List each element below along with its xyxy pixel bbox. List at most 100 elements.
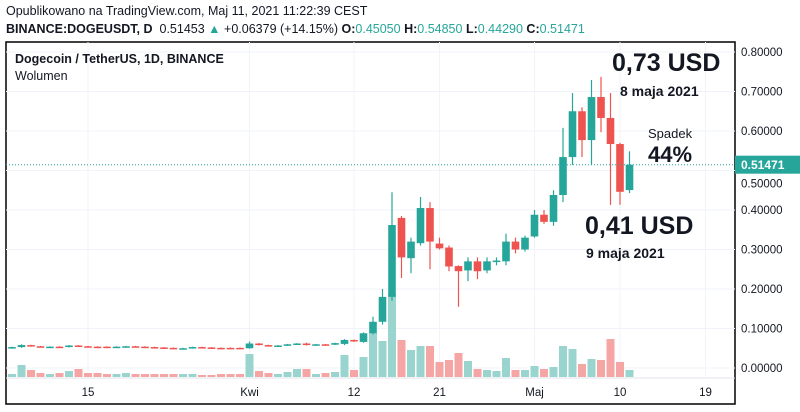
volume-bar bbox=[483, 370, 491, 377]
volume-bar bbox=[331, 372, 339, 377]
volume-bar bbox=[160, 374, 168, 377]
candle-body bbox=[264, 345, 273, 347]
candle-body bbox=[578, 111, 586, 141]
x-tick-label: Kwi bbox=[240, 387, 259, 399]
volume-bar bbox=[321, 373, 330, 377]
y-tick-label: 0.80000 bbox=[741, 47, 783, 59]
candle-body bbox=[426, 208, 434, 242]
candle-body bbox=[359, 333, 368, 342]
volume-bar bbox=[464, 361, 472, 377]
candle-body bbox=[36, 346, 45, 348]
volume-bar bbox=[255, 371, 263, 377]
candle-body bbox=[17, 345, 26, 348]
candle-body bbox=[27, 345, 35, 347]
x-tick-label: Maj bbox=[525, 387, 544, 399]
volume-bar bbox=[55, 373, 64, 377]
candle-body bbox=[540, 214, 548, 222]
volume-bar bbox=[426, 346, 434, 377]
y-tick-label: 0.10000 bbox=[741, 324, 783, 336]
candle-body bbox=[568, 111, 577, 158]
chart-frame bbox=[5, 41, 736, 405]
volume-bar bbox=[112, 374, 121, 377]
candle-body bbox=[521, 237, 529, 250]
low-value: 0.44290 bbox=[477, 22, 523, 36]
x-tick-label: 19 bbox=[699, 387, 712, 399]
candle-body bbox=[597, 97, 605, 118]
volume-bar bbox=[568, 349, 577, 377]
candle-body bbox=[274, 345, 282, 347]
volume-bar bbox=[397, 340, 406, 377]
price-change: +0.06379 (+14.15%) bbox=[224, 22, 339, 36]
candle-body bbox=[587, 97, 596, 141]
candle-body bbox=[141, 346, 149, 349]
volume-bar bbox=[188, 374, 197, 377]
candle-body bbox=[321, 344, 330, 346]
volume-bar bbox=[616, 362, 624, 377]
volume-bar bbox=[65, 371, 73, 377]
high-value: 0.54850 bbox=[417, 22, 463, 36]
volume-bar bbox=[36, 373, 45, 377]
volume-bar bbox=[540, 369, 548, 377]
candle-body bbox=[312, 344, 320, 346]
annotation-drop-label: Spadek bbox=[648, 126, 693, 141]
volume-bar bbox=[46, 374, 54, 377]
volume-bar bbox=[378, 341, 387, 377]
y-tick-label: 0.50000 bbox=[741, 179, 783, 191]
volume-bar bbox=[597, 360, 605, 377]
volume-bar bbox=[150, 374, 159, 377]
candle-body bbox=[198, 347, 206, 349]
volume-bar bbox=[530, 366, 539, 377]
volume-bar bbox=[198, 375, 206, 377]
y-tick-label: 0.00000 bbox=[741, 363, 783, 375]
volume-legend: Wolumen bbox=[15, 69, 68, 83]
annotation-low-price: 0,41 USD bbox=[585, 212, 694, 240]
volume-bar bbox=[27, 370, 35, 377]
chart-title: Dogecoin / TetherUS, 1D, BINANCE bbox=[15, 52, 224, 66]
up-triangle-icon: ▲ bbox=[208, 22, 221, 36]
volume-bar bbox=[435, 362, 444, 377]
candle-body bbox=[8, 347, 16, 349]
candle-body bbox=[492, 260, 501, 263]
current-price: 0.51453 bbox=[159, 22, 205, 36]
candle-body bbox=[350, 339, 358, 342]
close-value: 0.51471 bbox=[539, 22, 585, 36]
volume-bar bbox=[625, 370, 634, 377]
candle-body bbox=[625, 164, 634, 191]
volume-bar bbox=[312, 374, 320, 377]
close-label: C: bbox=[526, 22, 540, 36]
candle-body bbox=[435, 243, 444, 249]
volume-bar bbox=[122, 373, 130, 377]
candle-body bbox=[150, 347, 159, 349]
candle-body bbox=[502, 241, 510, 262]
y-tick-label: 0.70000 bbox=[741, 87, 783, 99]
candle-body bbox=[483, 261, 491, 271]
volume-bar bbox=[131, 374, 140, 377]
volume-bar bbox=[445, 360, 453, 377]
published-line: Opublikowano na TradingView.com, Maj 11,… bbox=[6, 4, 368, 18]
candle-body bbox=[388, 225, 396, 297]
candle-body bbox=[416, 208, 425, 244]
y-tick-label: 0.40000 bbox=[741, 205, 783, 217]
volume-bar bbox=[521, 370, 529, 377]
volume-bar bbox=[492, 371, 501, 377]
x-tick-label: 15 bbox=[82, 387, 95, 399]
volume-bar bbox=[179, 374, 187, 377]
volume-bar bbox=[103, 374, 111, 377]
candle-body bbox=[559, 157, 567, 195]
volume-bar bbox=[264, 373, 273, 377]
x-tick-label: 12 bbox=[348, 387, 361, 399]
symbol-label: BINANCE:DOGEUSDT, D bbox=[6, 22, 153, 36]
volume-bar bbox=[8, 374, 16, 377]
candle-body bbox=[616, 144, 624, 192]
low-label: L: bbox=[465, 22, 478, 36]
candle-body bbox=[179, 348, 187, 350]
volume-bar bbox=[93, 373, 102, 377]
volume-bar bbox=[606, 339, 615, 377]
candle-body bbox=[226, 347, 235, 350]
volume-bar bbox=[511, 370, 520, 377]
candle-body bbox=[293, 343, 301, 346]
annotation-high-date: 8 maja 2021 bbox=[620, 83, 699, 99]
annotation-low-date: 9 maja 2021 bbox=[586, 245, 665, 261]
volume-bar bbox=[217, 374, 225, 377]
